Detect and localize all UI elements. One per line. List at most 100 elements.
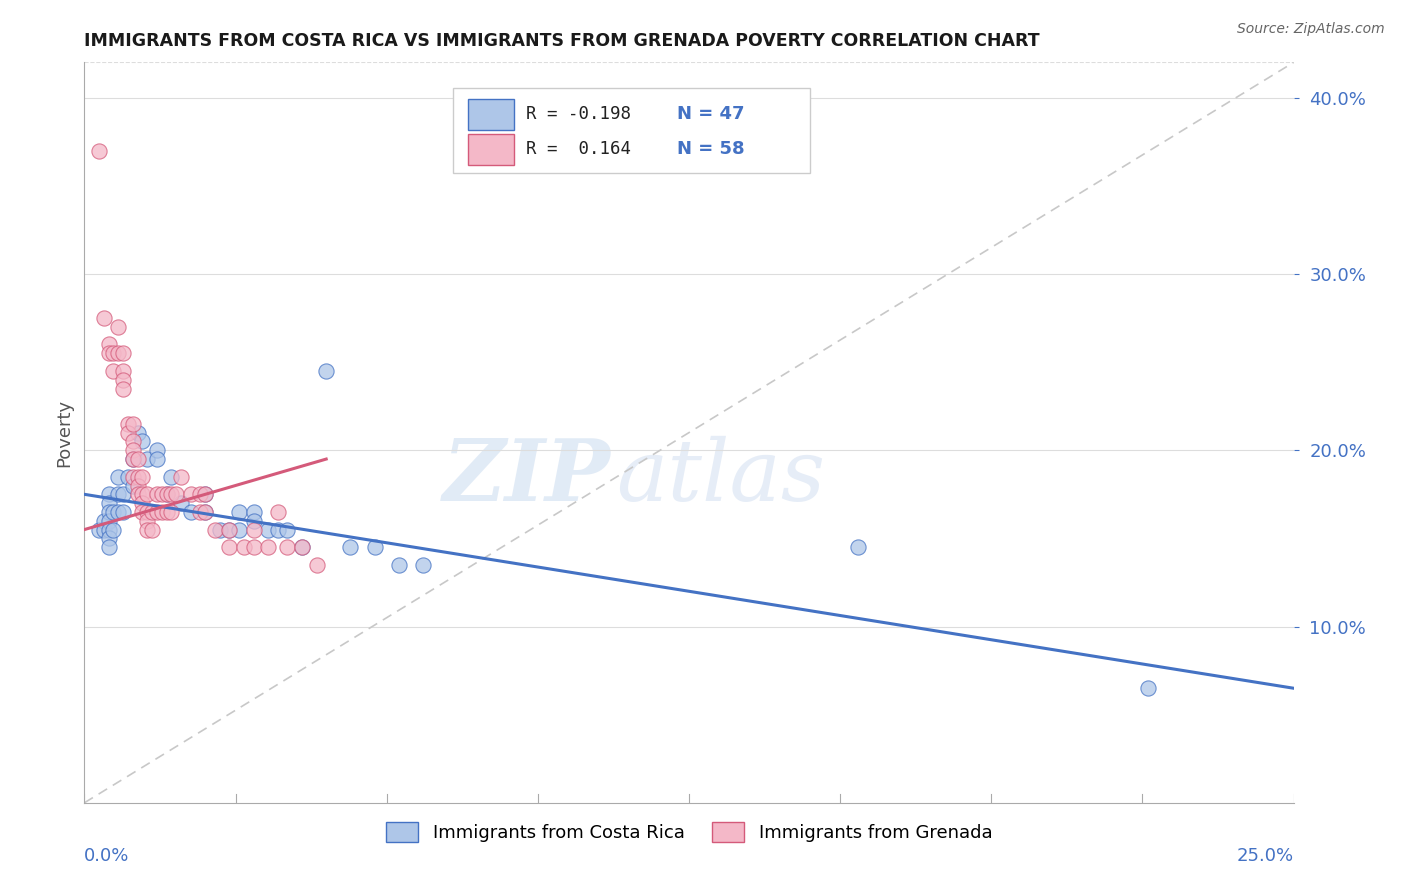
Point	[276, 523, 298, 537]
Point	[112, 373, 135, 387]
Point	[155, 487, 177, 501]
Point	[257, 523, 280, 537]
Point	[127, 487, 149, 501]
Bar	[468, 99, 513, 130]
Point	[190, 487, 212, 501]
Point	[267, 523, 290, 537]
Point	[194, 505, 217, 519]
Point	[121, 452, 143, 467]
Point	[112, 382, 135, 396]
Point	[121, 417, 143, 431]
Point	[170, 496, 193, 510]
Text: IMMIGRANTS FROM COSTA RICA VS IMMIGRANTS FROM GRENADA POVERTY CORRELATION CHART: IMMIGRANTS FROM COSTA RICA VS IMMIGRANTS…	[84, 32, 1040, 50]
Point	[127, 478, 149, 492]
Point	[93, 311, 115, 326]
Point	[117, 425, 139, 440]
Point	[93, 514, 115, 528]
Point	[146, 487, 169, 501]
Point	[97, 540, 120, 554]
Point	[112, 364, 135, 378]
Text: ZIP: ZIP	[443, 435, 610, 519]
Point	[136, 487, 159, 501]
Point	[107, 505, 129, 519]
Point	[242, 540, 264, 554]
Point	[136, 514, 159, 528]
Point	[146, 443, 169, 458]
Point	[103, 523, 125, 537]
Point	[97, 505, 120, 519]
Point	[103, 364, 125, 378]
Point	[112, 487, 135, 501]
Point	[97, 496, 120, 510]
Point	[103, 346, 125, 360]
Point	[194, 487, 217, 501]
Text: atlas: atlas	[616, 435, 825, 518]
Point	[242, 523, 264, 537]
Point	[121, 443, 143, 458]
Point	[103, 505, 125, 519]
Point	[107, 469, 129, 483]
Point	[846, 540, 869, 554]
Point	[131, 496, 153, 510]
Point	[136, 505, 159, 519]
Text: R = -0.198: R = -0.198	[526, 105, 631, 123]
Point	[97, 532, 120, 546]
Text: N = 58: N = 58	[676, 140, 744, 158]
Point	[165, 487, 187, 501]
Y-axis label: Poverty: Poverty	[55, 399, 73, 467]
Text: Source: ZipAtlas.com: Source: ZipAtlas.com	[1237, 22, 1385, 37]
Point	[233, 540, 256, 554]
Point	[112, 505, 135, 519]
Point	[97, 346, 120, 360]
Point	[146, 452, 169, 467]
Point	[150, 505, 173, 519]
Point	[131, 487, 153, 501]
Point	[107, 487, 129, 501]
Point	[160, 505, 183, 519]
Point	[107, 346, 129, 360]
Point	[121, 434, 143, 449]
Text: 25.0%: 25.0%	[1236, 847, 1294, 865]
Point	[117, 469, 139, 483]
Text: 0.0%: 0.0%	[84, 847, 129, 865]
FancyBboxPatch shape	[453, 88, 810, 173]
Point	[97, 514, 120, 528]
Point	[136, 452, 159, 467]
Point	[180, 505, 202, 519]
Point	[93, 523, 115, 537]
Point	[388, 558, 411, 572]
Point	[127, 469, 149, 483]
Point	[257, 540, 280, 554]
Text: R =  0.164: R = 0.164	[526, 140, 631, 158]
Point	[97, 523, 120, 537]
Point	[412, 558, 434, 572]
Point	[291, 540, 314, 554]
Point	[291, 540, 314, 554]
Point	[146, 505, 169, 519]
Point	[141, 523, 163, 537]
Point	[305, 558, 328, 572]
Point	[155, 505, 177, 519]
Text: N = 47: N = 47	[676, 105, 744, 123]
Point	[204, 523, 226, 537]
Point	[242, 514, 264, 528]
Point	[170, 469, 193, 483]
Point	[150, 487, 173, 501]
Point	[363, 540, 385, 554]
Point	[194, 487, 217, 501]
Point	[228, 523, 250, 537]
Point	[160, 469, 183, 483]
Point	[242, 505, 264, 519]
Point	[190, 505, 212, 519]
Point	[131, 469, 153, 483]
Legend: Immigrants from Costa Rica, Immigrants from Grenada: Immigrants from Costa Rica, Immigrants f…	[378, 815, 1000, 849]
Point	[131, 505, 153, 519]
Point	[87, 523, 110, 537]
Point	[127, 425, 149, 440]
Point	[136, 523, 159, 537]
Point	[160, 487, 183, 501]
Point	[1137, 681, 1160, 696]
Point	[315, 364, 337, 378]
Point	[155, 487, 177, 501]
Point	[276, 540, 298, 554]
